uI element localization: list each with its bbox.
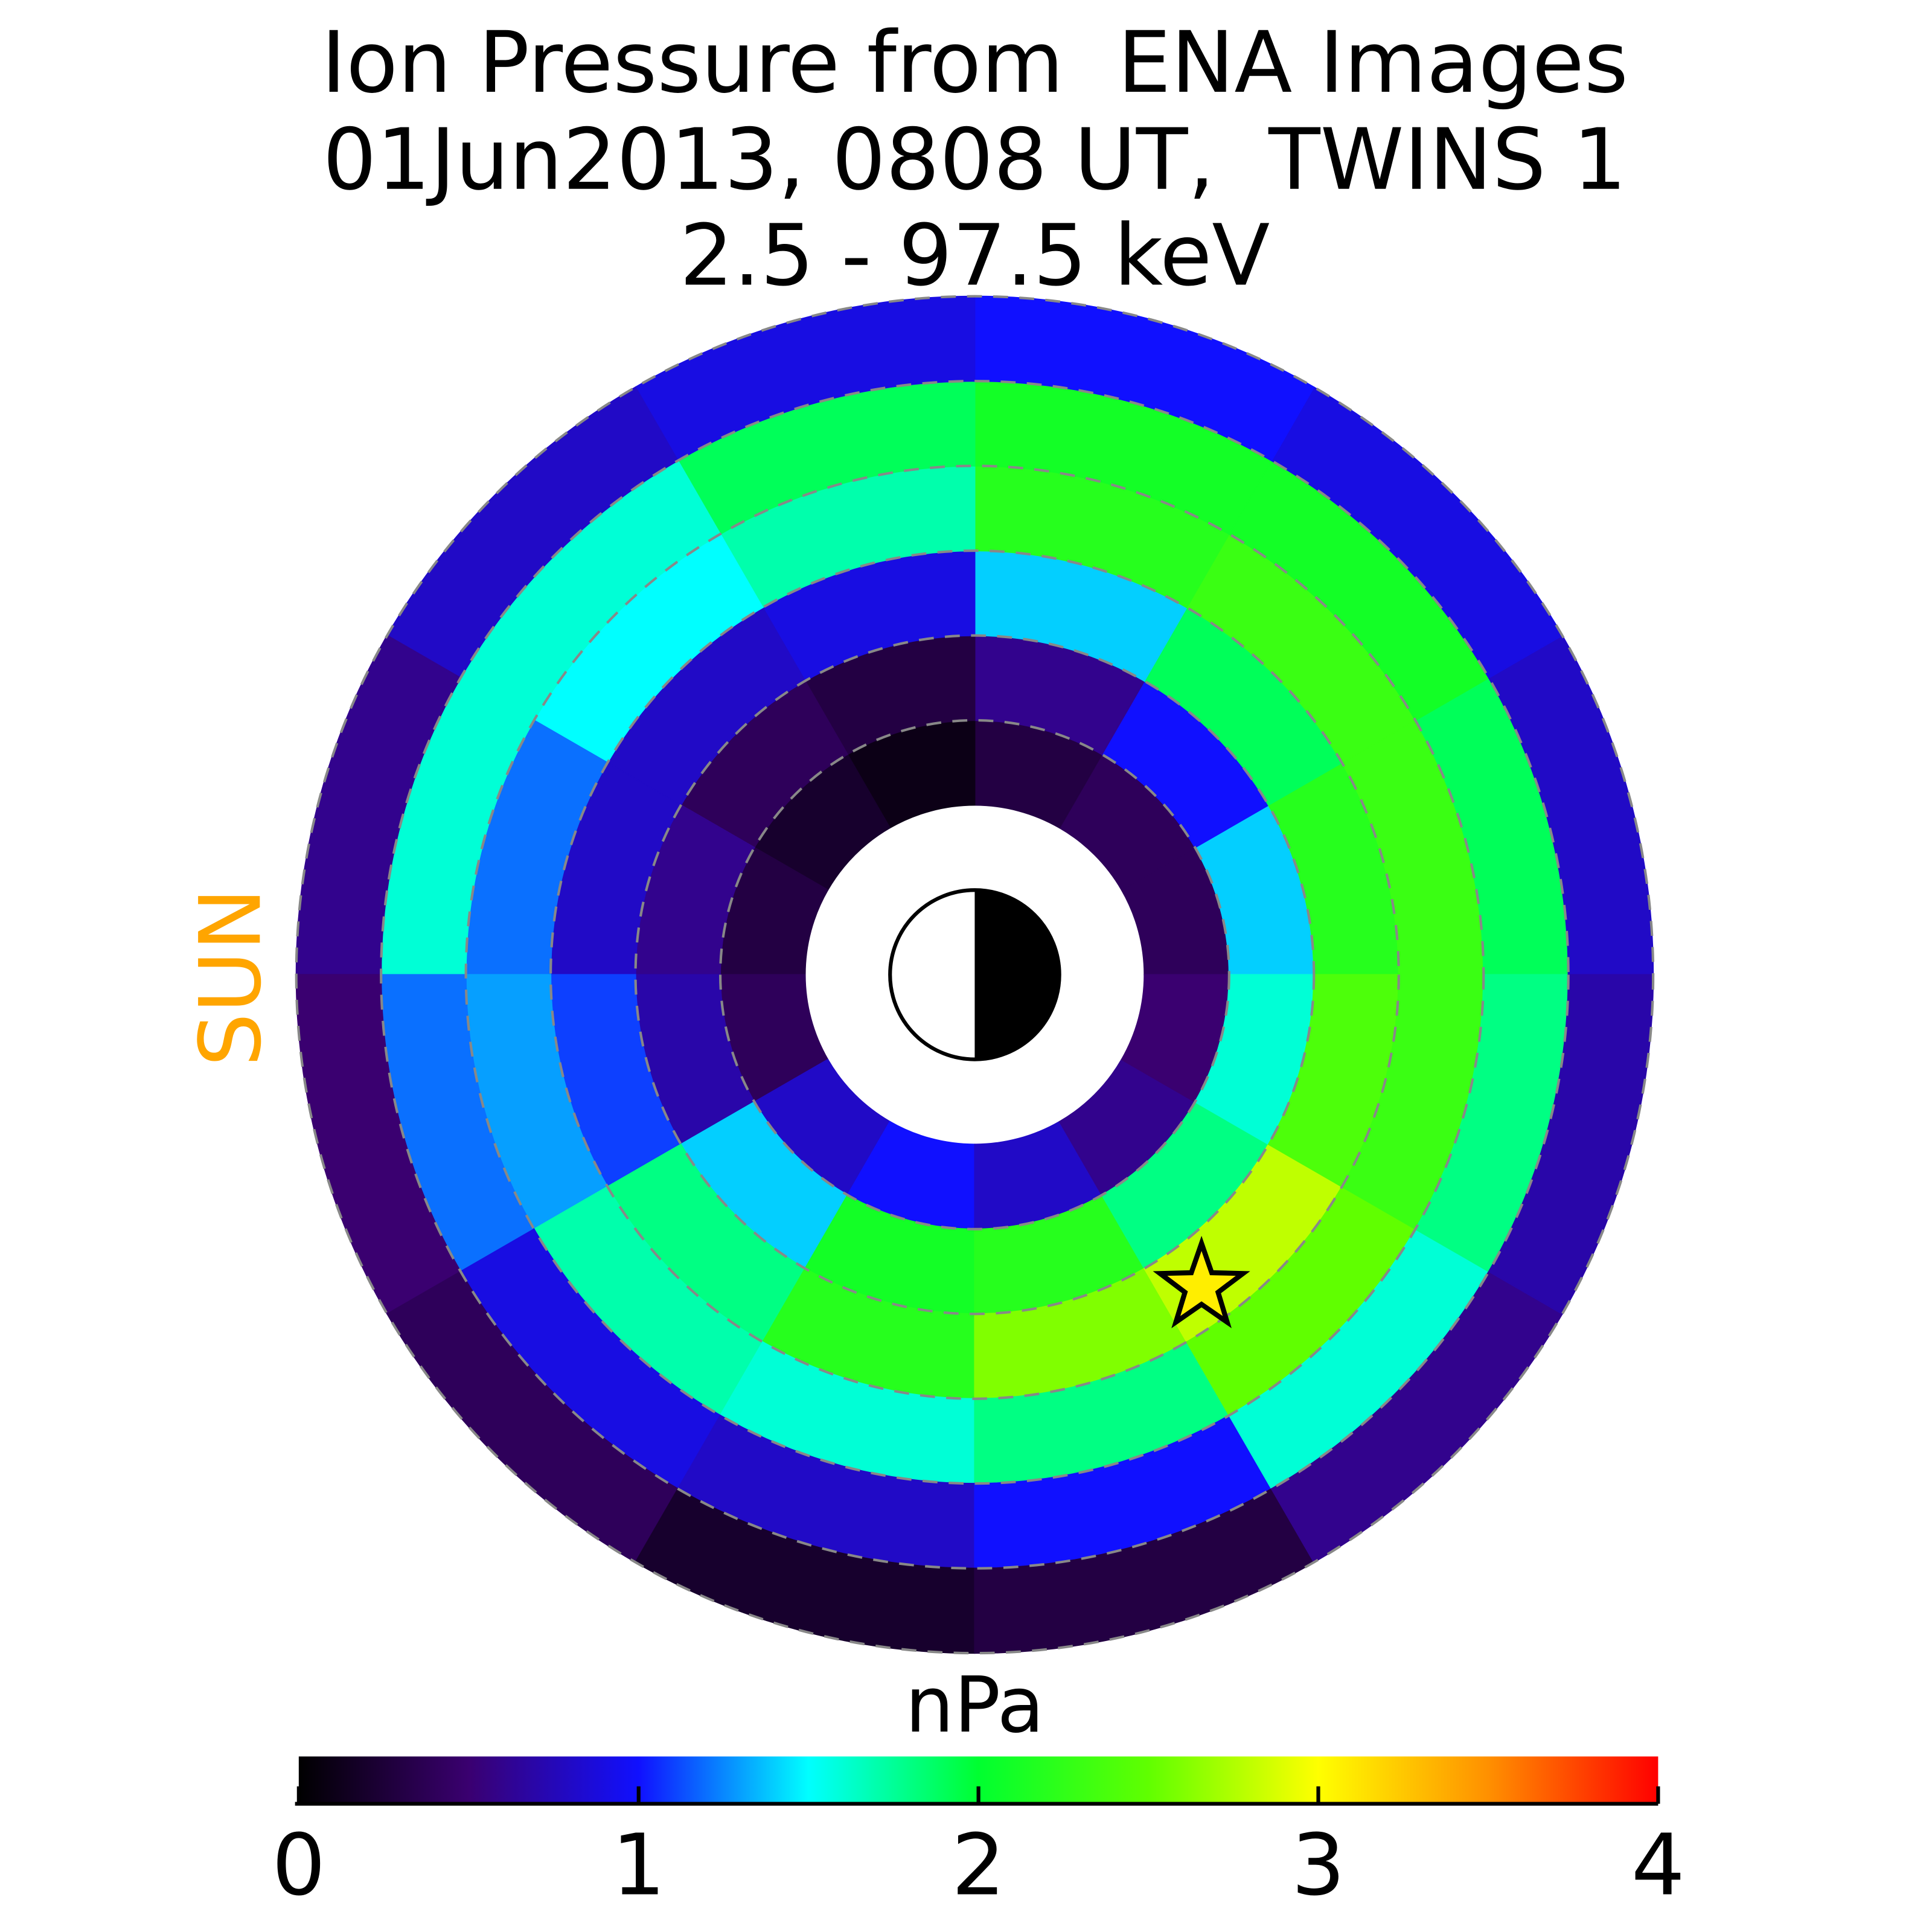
grid-circle [634,634,1316,1316]
title-line: 2.5 - 97.5 keV [680,207,1270,305]
heatmap [295,295,1654,1654]
colorbar-tick-label: 2 [952,1817,1005,1915]
earth-night [974,890,1060,1060]
title-line: Ion Pressure from ENA Images [321,14,1628,112]
colorbar-tick-label: 1 [612,1817,665,1915]
colorbar-label: nPa [905,1660,1044,1750]
title-line: 01Jun2013, 0808 UT, TWINS 1 [323,111,1627,210]
colorbar-tick-label: 3 [1291,1817,1345,1915]
overlay [295,295,1655,1655]
sun-label: SUN [182,888,280,1066]
grid-circle [549,549,1400,1400]
grid-circle [380,380,1570,1570]
colorbar-tick-label: 0 [272,1817,325,1915]
colorbar-tick-label: 4 [1631,1817,1685,1915]
star-marker [1153,1235,1250,1329]
grid-circle [718,718,1230,1230]
grid-circle [295,295,1655,1655]
grid-circle [464,464,1485,1485]
